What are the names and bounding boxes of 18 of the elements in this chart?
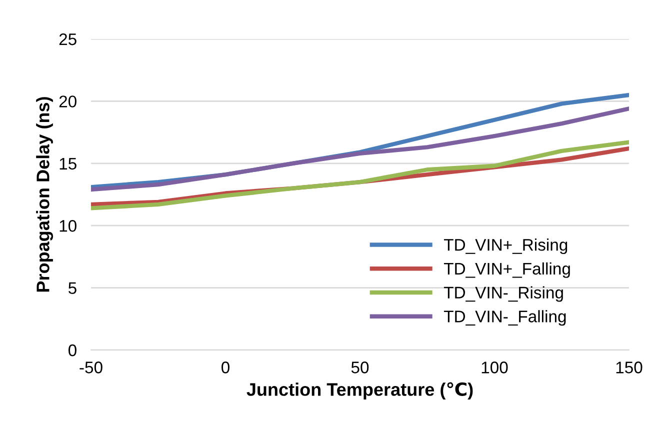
x-tick-label: -50 (80, 362, 102, 374)
line-series (91, 106, 629, 192)
legend-label: TD_VIN+_Rising (444, 238, 568, 254)
x-tick-label: 0 (222, 362, 230, 374)
legend-label: TD_VIN-_Falling (444, 310, 566, 326)
y-tick-label: 25 (59, 33, 76, 46)
y-tick-label: 0 (68, 344, 76, 356)
y-tick-label: 15 (60, 158, 76, 170)
x-tick-label: 150 (616, 362, 642, 374)
legend-label: TD_VIN+_Falling (444, 262, 570, 278)
x-tick-label: 100 (482, 362, 508, 374)
y-tick-label: 5 (68, 282, 76, 294)
x-axis-title: Junction Temperature (℃) (246, 382, 473, 400)
x-tick-label: 50 (351, 362, 369, 374)
y-tick-label: 10 (60, 220, 76, 232)
y-axis-title: Propagation Delay (ns) (36, 97, 54, 292)
y-tick-label: 20 (59, 96, 76, 108)
legend-label: TD_VIN-_Rising (444, 286, 563, 302)
